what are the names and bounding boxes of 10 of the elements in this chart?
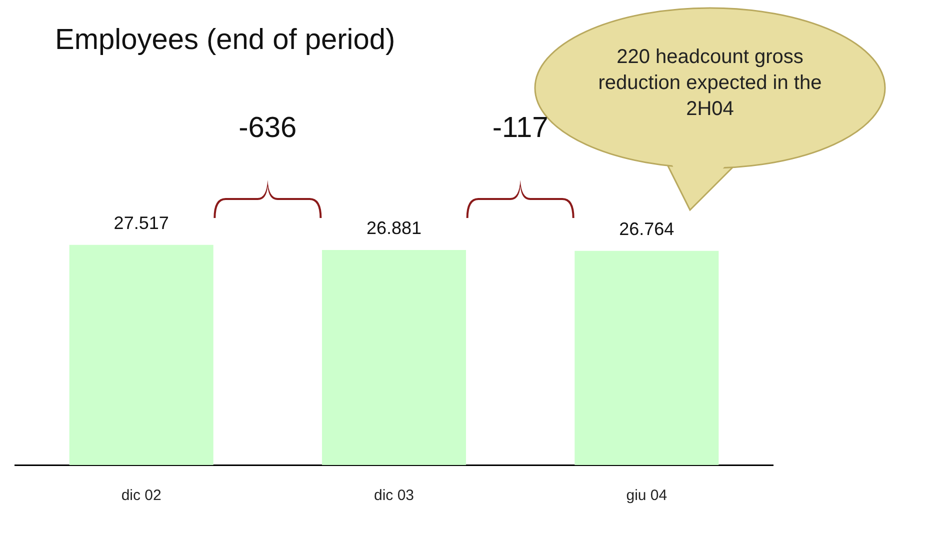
data-label: 26.764 [619, 218, 674, 239]
text: 220 headcount gross reduction expected in the 2H04 [597, 45, 823, 122]
x-tick-label: dic 02 [121, 487, 162, 504]
data-label: 27.517 [114, 212, 169, 233]
text: -117 [492, 112, 548, 145]
chart-title: Employees (end of period) [55, 24, 396, 57]
data-label: 26.881 [366, 218, 422, 238]
x-tick-label: dic 03 [374, 487, 414, 504]
text: -636 [238, 112, 297, 145]
x-tick-label: giu 04 [626, 487, 668, 504]
